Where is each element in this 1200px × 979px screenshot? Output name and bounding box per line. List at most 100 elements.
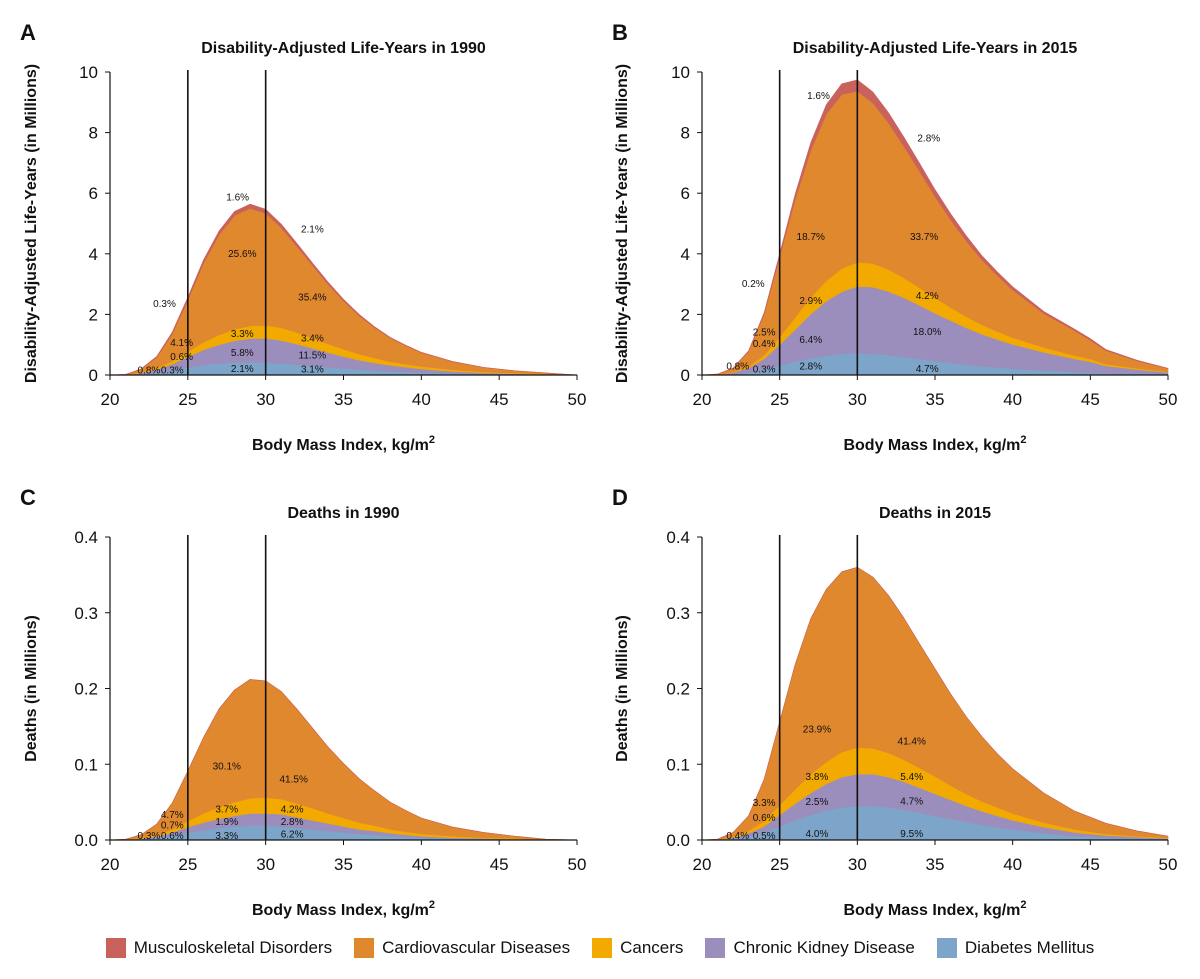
x-tick-label: 45 (490, 855, 509, 874)
x-axis-label-text: Body Mass Index, kg/m (252, 437, 429, 454)
panel-c: C Deaths in 1990 20 25 30 35 40 45 50 0.0 0.1 0.2 0.… (20, 485, 586, 919)
panel-letter: A (20, 20, 36, 45)
legend-swatch-ckd (705, 938, 726, 958)
chart-title: Deaths in 1990 (287, 505, 399, 522)
data-label: 3.3% (753, 798, 776, 809)
x-tick-label: 25 (178, 390, 197, 409)
x-tick-label: 40 (412, 390, 431, 409)
y-tick-label: 0.2 (666, 680, 690, 699)
y-tick-label: 6 (89, 184, 98, 203)
x-axis-label-text: Body Mass Index, kg/m (843, 437, 1020, 454)
x-tick-label: 20 (693, 390, 712, 409)
y-tick-label: 0 (89, 366, 98, 385)
legend-item-musculoskeletal: Musculoskeletal Disorders (105, 938, 332, 958)
data-label: 0.3% (138, 831, 161, 842)
y-tick-label: 0.1 (74, 755, 98, 774)
x-axis-label-text: Body Mass Index, kg/m (252, 902, 429, 919)
legend-swatch-cardiovascular (354, 938, 375, 958)
data-label: 30.1% (213, 762, 241, 773)
panel-a: A Disability-Adjusted Life-Years in 1990 2… (20, 20, 586, 454)
data-label: 0.3% (753, 365, 776, 376)
data-label: 4.7% (161, 810, 184, 821)
data-label: 0.8% (726, 362, 749, 373)
x-axis-label: Body Mass Index, kg/m2 (252, 899, 435, 919)
x-tick-label: 35 (334, 855, 353, 874)
panel-d: D Deaths in 2015 20 25 30 35 40 45 50 0.0 0.1 0.2 0.… (612, 485, 1177, 919)
y-tick-label: 8 (89, 124, 98, 143)
panel-letter: D (612, 485, 628, 510)
x-axis-label: Body Mass Index, kg/m2 (843, 899, 1026, 919)
x-tick-label: 30 (256, 390, 275, 409)
data-label: 3.1% (301, 365, 324, 376)
data-label: 2.9% (799, 296, 822, 307)
data-label: 33.7% (910, 232, 938, 243)
data-label: 3.4% (301, 334, 324, 345)
data-label: 0.8% (138, 365, 161, 376)
y-axis-label: Deaths (in Millions) (23, 615, 40, 762)
data-label: 25.6% (228, 249, 256, 260)
x-tick-label: 30 (848, 855, 867, 874)
data-label: 4.7% (900, 796, 923, 807)
legend-label-ckd: Chronic Kidney Disease (733, 938, 915, 957)
figure-canvas: A Disability-Adjusted Life-Years in 1990 2… (20, 20, 1177, 919)
data-label: 0.6% (161, 831, 184, 842)
x-tick-label: 25 (770, 390, 789, 409)
data-label: 2.1% (231, 364, 254, 375)
x-tick-label: 45 (1081, 855, 1100, 874)
y-tick-label: 0.0 (74, 831, 98, 850)
x-tick-label: 40 (1003, 390, 1022, 409)
y-tick-label: 0.3 (74, 604, 98, 623)
y-tick-label: 0.1 (666, 755, 690, 774)
data-label: 3.8% (806, 772, 829, 783)
panel-letter: B (612, 20, 628, 45)
data-label: 0.4% (753, 339, 776, 350)
data-label: 18.0% (913, 327, 941, 338)
x-axis-label-superscript: 2 (1020, 434, 1026, 446)
y-tick-label: 10 (79, 63, 98, 82)
x-axis-label-superscript: 2 (429, 899, 435, 911)
legend-item-diabetes: Diabetes Mellitus (936, 938, 1094, 958)
legend-item-ckd: Chronic Kidney Disease (705, 938, 915, 958)
data-label: 2.8% (799, 362, 822, 373)
x-tick-label: 40 (1003, 855, 1022, 874)
x-tick-label: 35 (334, 390, 353, 409)
data-label: 2.5% (806, 797, 829, 808)
panel-b: B Disability-Adjusted Life-Years in 2015 2… (612, 20, 1177, 454)
legend-swatch-musculoskeletal (105, 938, 126, 958)
chart-title: Disability-Adjusted Life-Years in 1990 (201, 40, 486, 57)
y-axis-label: Disability-Adjusted Life-Years (in Milli… (23, 64, 40, 383)
x-axis-label-superscript: 2 (429, 434, 435, 446)
y-tick-label: 4 (89, 245, 98, 264)
y-tick-label: 6 (681, 184, 690, 203)
data-label: 4.7% (916, 364, 939, 375)
data-label: 23.9% (803, 724, 831, 735)
data-label: 6.4% (799, 335, 822, 346)
y-tick-label: 0 (681, 366, 690, 385)
chart-title: Disability-Adjusted Life-Years in 2015 (793, 40, 1078, 57)
data-label: 5.4% (900, 772, 923, 783)
legend-swatch-diabetes (936, 938, 957, 958)
data-label: 2.8% (281, 817, 304, 828)
data-label: 6.2% (281, 830, 304, 841)
data-label: 0.6% (170, 352, 193, 363)
y-tick-label: 0.2 (74, 680, 98, 699)
data-label: 3.7% (215, 805, 238, 816)
x-tick-label: 45 (490, 390, 509, 409)
legend-label-cardiovascular: Cardiovascular Diseases (382, 938, 571, 957)
x-tick-label: 25 (178, 855, 197, 874)
y-tick-label: 0.4 (74, 528, 98, 547)
x-tick-label: 25 (770, 855, 789, 874)
y-axis-label: Deaths (in Millions) (614, 615, 631, 762)
x-tick-label: 20 (101, 855, 120, 874)
y-tick-label: 2 (681, 305, 690, 324)
data-label: 4.2% (281, 805, 304, 816)
area-musculoskeletal-disorders (701, 79, 1169, 376)
x-tick-label: 20 (693, 855, 712, 874)
data-label: 2.1% (301, 225, 324, 236)
data-label: 4.0% (806, 829, 829, 840)
y-tick-label: 0.4 (666, 528, 690, 547)
data-label: 5.8% (231, 348, 254, 359)
data-label: 41.5% (280, 774, 308, 785)
y-tick-label: 0.3 (666, 604, 690, 623)
x-tick-label: 50 (1159, 390, 1178, 409)
